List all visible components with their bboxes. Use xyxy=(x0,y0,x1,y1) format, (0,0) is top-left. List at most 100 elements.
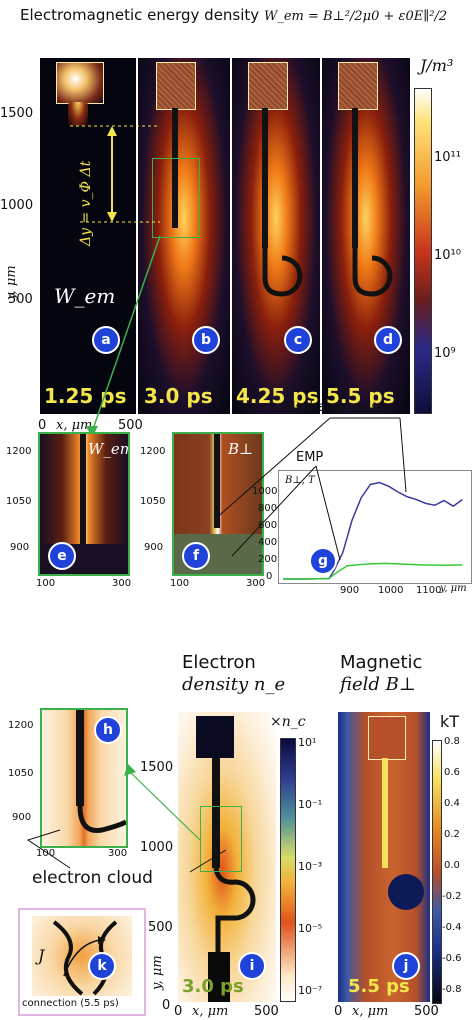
chart-g-ylabel: B⊥, T xyxy=(285,475,315,486)
e-x-tick: 300 xyxy=(112,578,132,589)
i-y-tick: 500 xyxy=(148,920,173,935)
delta-arrow-overlay xyxy=(70,125,160,223)
field-stripe xyxy=(382,758,388,868)
zoom-box-b xyxy=(152,158,200,238)
badge-i: i xyxy=(238,952,266,980)
title-text: Electromagnetic energy density xyxy=(20,6,260,24)
top-y-tick: 500 xyxy=(8,292,33,307)
i-x-label: x, μm xyxy=(192,1004,229,1019)
density-tick: 10¹ xyxy=(298,736,317,749)
chart-g-svg xyxy=(283,481,463,580)
heading-field: Magnetic field B⊥ xyxy=(340,652,422,696)
time-label-c: 4.25 ps xyxy=(236,384,319,408)
callout-electron-cloud: electron cloud xyxy=(32,868,153,888)
g-y-tick: 800 xyxy=(258,503,278,514)
h-x-tick: 100 xyxy=(36,848,56,859)
panel-j: j 5.5 ps xyxy=(338,712,430,1002)
callout-emp: EMP xyxy=(296,450,324,465)
badge-j: j xyxy=(392,952,420,980)
field-tick: 0.8 xyxy=(444,736,460,747)
field-tick: -0.8 xyxy=(442,984,462,995)
i-x-tick: 500 xyxy=(254,1004,279,1019)
panel-k-caption: connection (5.5 ps) xyxy=(22,998,119,1009)
i-y-tick: 1500 xyxy=(140,760,174,775)
g-y-tick: 200 xyxy=(258,554,278,565)
chart-g-xlabel: y, μm xyxy=(440,583,467,594)
wire xyxy=(262,108,268,248)
j-x-label: x, μm xyxy=(352,1004,389,1019)
top-colorbar-tick: 10⁹ xyxy=(434,346,456,361)
wire xyxy=(352,108,358,248)
g-y-tick: 0 xyxy=(266,571,273,582)
panel-g: g B⊥, T xyxy=(278,470,472,584)
field-colorbar xyxy=(432,740,442,1004)
density-tick: 10⁻⁷ xyxy=(298,984,323,997)
i-x-tick: 0 xyxy=(174,1004,183,1019)
panel-b: b 3.0 ps xyxy=(138,58,230,414)
i-y-tick: 0 xyxy=(162,998,171,1013)
heading-field-line2: field B⊥ xyxy=(340,674,416,695)
chart-series-line-0 xyxy=(283,481,463,580)
top-x-axis-label: x, μm xyxy=(56,418,93,433)
top-x-tick: 0 xyxy=(38,418,47,433)
badge-g: g xyxy=(309,547,337,575)
time-label-i: 3.0 ps xyxy=(182,976,244,997)
title-formula: W_em = B⊥²/2μ0 + ε0E∥²/2 xyxy=(263,9,448,24)
panel-overlay-label: W_em xyxy=(54,284,116,308)
panel-h: h xyxy=(40,708,128,848)
badge-a: a xyxy=(92,326,120,354)
top-colorbar xyxy=(414,88,432,414)
field-tick: 0.4 xyxy=(444,798,460,809)
wire xyxy=(172,108,178,228)
j-x-tick: 0 xyxy=(334,1004,343,1019)
wire xyxy=(80,434,86,544)
coil-loop xyxy=(352,248,393,297)
target-block xyxy=(338,62,378,110)
e-y-tick: 900 xyxy=(10,542,30,553)
callout-arrows xyxy=(213,417,407,561)
target-block xyxy=(56,62,104,104)
time-label-j: 5.5 ps xyxy=(348,976,410,997)
field-tick: 0.0 xyxy=(444,860,460,871)
field-loop xyxy=(388,874,424,910)
time-label-d: 5.5 ps xyxy=(326,384,395,408)
density-tick: 10⁻³ xyxy=(298,860,323,873)
f-y-tick: 1200 xyxy=(140,446,166,457)
panel-e-label: W_em xyxy=(88,440,130,458)
badge-c: c xyxy=(284,326,312,354)
density-unit: ×n_c xyxy=(270,714,306,730)
field-tick: -0.6 xyxy=(442,953,462,964)
e-y-tick: 1050 xyxy=(6,496,32,507)
bottom-block xyxy=(208,952,230,1002)
target-block xyxy=(248,62,288,110)
field-unit: kT xyxy=(440,712,460,731)
heading-density: Electron density n_e xyxy=(182,652,285,696)
panel-k: J k connection (5.5 ps) xyxy=(18,908,146,1016)
badge-e: e xyxy=(48,542,76,570)
top-x-tick: 500 xyxy=(118,418,143,433)
field-tick: -0.4 xyxy=(442,922,462,933)
panel-e: W_em e xyxy=(38,432,130,576)
top-y-tick: 1500 xyxy=(0,106,34,121)
top-colorbar-unit: J/m³ xyxy=(420,56,454,75)
j-x-tick: 500 xyxy=(414,1004,439,1019)
f-x-tick: 300 xyxy=(246,578,266,589)
wire xyxy=(212,758,220,868)
top-colorbar-tick: 10¹¹ xyxy=(434,150,461,165)
h-y-tick: 1050 xyxy=(8,768,34,779)
f-y-tick: 900 xyxy=(144,542,164,553)
f-x-tick: 100 xyxy=(170,578,190,589)
chart-series-line-1 xyxy=(283,562,463,580)
panel-a: W_em a 1.25 ps xyxy=(40,58,136,414)
panel-c: c 4.25 ps xyxy=(232,58,320,414)
callout-discharge-pulse: Discharge pulse xyxy=(282,400,387,415)
wire xyxy=(214,434,220,528)
badge-f: f xyxy=(182,542,210,570)
wire-curve xyxy=(77,805,126,833)
i-y-tick: 1000 xyxy=(140,840,174,855)
e-x-tick: 100 xyxy=(36,578,56,589)
coil-loop xyxy=(262,248,303,297)
top-colorbar-tick: 10¹⁰ xyxy=(434,248,461,263)
coil-loop xyxy=(213,867,256,956)
